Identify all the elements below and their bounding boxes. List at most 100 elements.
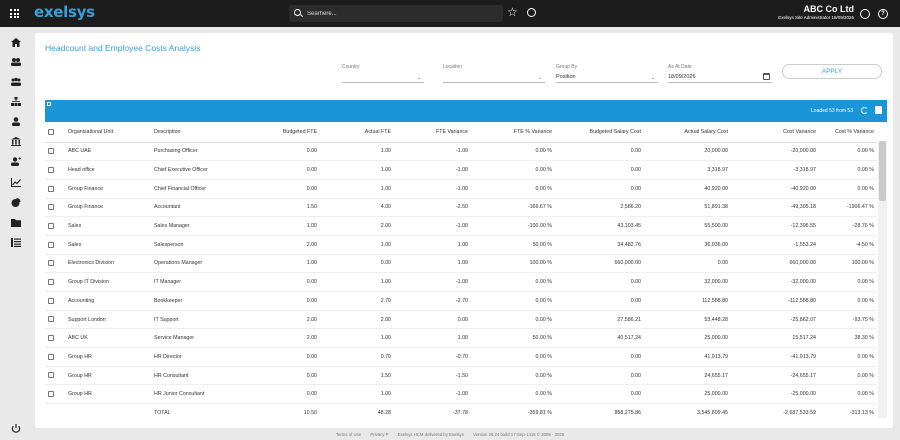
table-row[interactable]: Group HR HR Junior Consultant 0.00 1.00 -1.0… — [45, 384, 877, 405]
table-row[interactable]: Group Finance Chief Financial Officer 0.00… — [45, 179, 877, 199]
chart-icon[interactable] — [11, 178, 21, 187]
chevron-down-icon[interactable]: ⌄ — [538, 75, 543, 81]
row-select-cell[interactable] — [45, 366, 65, 386]
refresh-icon[interactable] — [861, 107, 868, 114]
row-checkbox[interactable] — [48, 335, 54, 342]
pie-icon[interactable] — [11, 198, 21, 207]
search-box[interactable] — [289, 5, 503, 22]
column-header[interactable]: FTE % Variance — [471, 122, 555, 143]
row-checkbox[interactable] — [48, 297, 54, 304]
home-icon[interactable] — [11, 38, 21, 47]
privacy-link[interactable]: Privacy P — [370, 432, 389, 437]
row-checkbox[interactable] — [48, 204, 54, 211]
table-row[interactable]: Group HR HR Director 0.00 0.70 -0.70 0.00 % 0.… — [45, 347, 877, 367]
row-checkbox[interactable] — [48, 353, 54, 360]
apply-button[interactable]: APPLY — [782, 64, 882, 79]
table-row[interactable]: ABC UAE Purchasing Officer 0.00 1.00 -1.00 0.… — [45, 142, 877, 162]
table-row[interactable]: Accounting Bookkeeper 0.00 2.70 -2.70 0.00 % 0… — [45, 291, 877, 311]
table-cell: 0.00 — [245, 179, 320, 199]
terms-link[interactable]: Terms of Use — [335, 432, 362, 437]
row-select-cell[interactable] — [45, 142, 65, 162]
table-cell: -40,920.00 — [731, 179, 819, 199]
table-row[interactable]: Group Finance Accountant 1.50 4.00 -2.50 -166… — [45, 198, 877, 218]
column-header[interactable]: Actual FTE — [320, 122, 394, 143]
scrollbar-thumb[interactable] — [879, 141, 886, 201]
people-icon[interactable] — [11, 57, 21, 66]
row-select-cell[interactable] — [45, 198, 65, 218]
row-select-cell[interactable] — [45, 254, 65, 274]
row-checkbox[interactable] — [48, 372, 54, 379]
power-icon[interactable] — [11, 424, 21, 433]
export-icon[interactable] — [875, 106, 882, 114]
table-row[interactable]: Sales Salesperson 2.00 1.00 1.00 50.00 % 34,48… — [45, 235, 877, 255]
star-icon[interactable]: ☆ — [507, 5, 518, 19]
table-row[interactable]: Sales Sales Manager 1.00 2.00 -1.00 -100.00 %… — [45, 216, 877, 236]
row-checkbox[interactable] — [48, 278, 54, 285]
column-header[interactable]: Actual Salary Cost — [644, 122, 731, 143]
table-row[interactable]: Head office Chief Executive Officer 0.00 1.… — [45, 160, 877, 180]
chat-icon[interactable] — [527, 8, 536, 17]
table-row[interactable]: Group IT Division IT Manager 0.00 1.00 -1.00… — [45, 272, 877, 292]
table-row[interactable]: Support London IT Support 2.00 2.00 0.00 0.00… — [45, 310, 877, 330]
person-icon[interactable] — [11, 117, 21, 126]
row-select-cell[interactable] — [45, 328, 65, 349]
row-select-cell[interactable] — [45, 235, 65, 255]
row-select-cell[interactable] — [45, 347, 65, 367]
column-header[interactable]: Cost % Variance — [819, 122, 877, 143]
search-input[interactable] — [307, 8, 487, 19]
table-cell: 0.00 % — [471, 272, 555, 292]
chevron-down-icon[interactable]: ⌄ — [651, 75, 656, 81]
row-checkbox[interactable] — [48, 148, 54, 155]
table-row[interactable]: Electronics Division Operations Manager 1.… — [45, 254, 877, 274]
grid-menu-icon[interactable] — [10, 9, 20, 18]
row-checkbox[interactable] — [48, 316, 54, 323]
group-by-filter[interactable]: Group By Position ⌄ — [556, 64, 658, 83]
chevron-down-icon[interactable]: ⌄ — [417, 75, 422, 81]
logo[interactable]: exelsys — [34, 3, 95, 21]
select-all-checkbox[interactable] — [48, 128, 54, 135]
row-select-cell[interactable] — [45, 291, 65, 311]
row-select-cell[interactable] — [45, 179, 65, 199]
table-row[interactable]: ABC UK Service Manager 2.00 1.00 1.00 50.00 %… — [45, 328, 877, 349]
group-icon[interactable] — [11, 77, 21, 86]
column-header[interactable]: FTE Variance — [394, 122, 471, 143]
column-header[interactable]: Organisational Unit — [65, 122, 151, 143]
row-select-cell[interactable] — [45, 216, 65, 236]
row-checkbox[interactable] — [48, 260, 54, 267]
table-cell: -112,588.80 — [731, 291, 819, 311]
org-chart-icon[interactable] — [11, 97, 21, 106]
list-icon[interactable] — [11, 238, 21, 247]
row-checkbox[interactable] — [48, 185, 54, 192]
as-at-date-value[interactable]: 18/09/2026 — [668, 74, 696, 80]
table-cell: 0.00 % — [819, 160, 877, 180]
row-select-cell[interactable] — [45, 160, 65, 180]
table-row[interactable]: Group HR HR Consultant 0.00 1.50 -1.50 0.00 %… — [45, 366, 877, 386]
row-checkbox[interactable] — [48, 222, 54, 229]
table-cell: 0.00 — [245, 160, 320, 180]
row-checkbox[interactable] — [48, 241, 54, 248]
row-select-cell[interactable] — [45, 384, 65, 405]
column-header[interactable]: Description — [151, 122, 245, 143]
bank-icon[interactable] — [11, 137, 21, 146]
country-filter[interactable]: Country ⌄ — [342, 64, 424, 83]
table-scrollbar[interactable] — [878, 141, 887, 418]
user-icon[interactable] — [860, 9, 870, 19]
column-chooser-icon[interactable] — [47, 102, 51, 106]
help-icon[interactable]: ? — [878, 9, 888, 19]
row-select-cell[interactable] — [45, 272, 65, 292]
table-cell: -41,913.79 — [731, 347, 819, 367]
column-header[interactable]: Budgeted Salary Cost — [555, 122, 644, 143]
row-checkbox[interactable] — [48, 166, 54, 173]
row-select-cell[interactable] — [45, 310, 65, 330]
person-add-icon[interactable] — [11, 157, 21, 166]
folder-icon[interactable] — [11, 218, 21, 227]
calendar-icon[interactable] — [763, 73, 770, 80]
column-header[interactable]: Budgeted FTE — [245, 122, 320, 143]
row-checkbox[interactable] — [48, 391, 54, 398]
as-at-date-filter[interactable]: As At Date 18/09/2026 — [668, 64, 772, 83]
table-cell: ABC UK — [65, 328, 151, 349]
group-by-value[interactable]: Position — [556, 74, 576, 80]
location-filter[interactable]: Location ⌄ — [443, 64, 545, 83]
select-all-cell[interactable] — [45, 122, 65, 143]
column-header[interactable]: Cost Variance — [731, 122, 819, 143]
